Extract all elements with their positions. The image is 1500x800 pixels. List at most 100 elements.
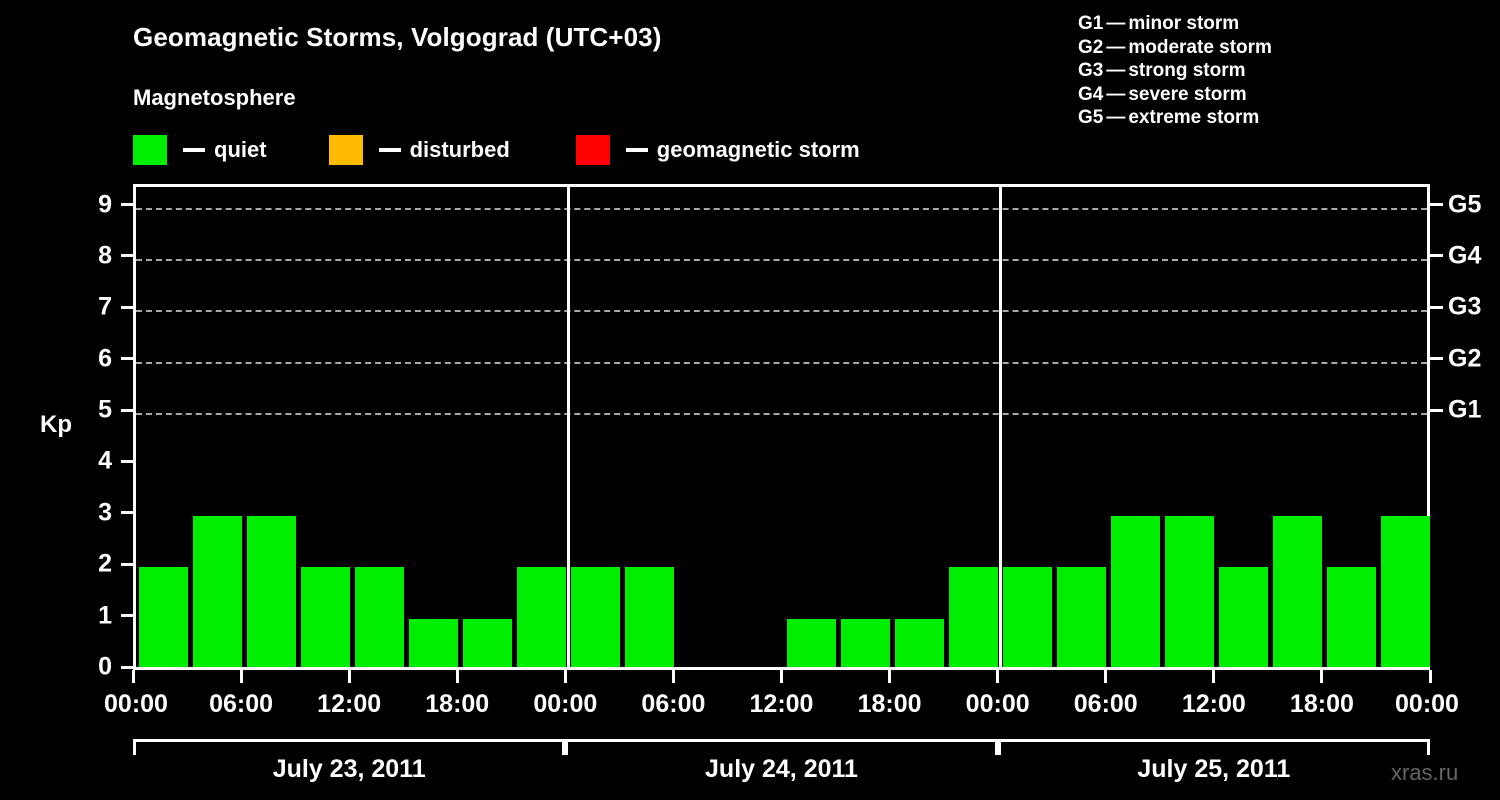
bar [1273,515,1323,670]
gscale-entry-g5: G5 — extreme storm [1078,106,1272,130]
x-axis-tick-10 [1212,670,1216,683]
x-axis-tick-label-11: 18:00 [1289,690,1354,718]
bar [192,515,242,670]
gscale-code: G3 [1078,60,1104,81]
bar [1057,567,1107,670]
legend-item-quiet: quiet [133,133,267,167]
page-title: Geomagnetic Storms, Volgograd (UTC+03) [133,22,662,52]
y-axis-tick-6 [121,357,133,361]
g-axis-tick-g5 [1430,203,1443,207]
plot-area [133,184,1431,670]
y-axis-tick-label-5: 5 [98,395,112,424]
bar [516,567,566,670]
bar [624,567,674,670]
bar [1111,515,1161,670]
day-separator [566,187,570,670]
day-label: July 25, 2011 [1137,755,1291,783]
y-axis-tick-label-7: 7 [98,292,112,321]
day-bracket [133,739,566,755]
y-axis-tick-label-4: 4 [98,446,112,475]
y-axis-tick-5 [121,408,133,412]
gscale-description: extreme storm [1128,107,1260,128]
y-axis-tick-2 [121,562,133,566]
legend-dash-icon [378,148,401,152]
x-axis-tick-label-8: 00:00 [965,690,1030,718]
color-legend: quiet disturbed geomagnetic storm [133,133,860,167]
g-axis-label-g1: G1 [1448,395,1482,424]
gscale-description: minor storm [1128,13,1240,34]
y-axis-tick-4 [121,459,133,463]
legend-label-geomagnetic-storm: geomagnetic storm [656,137,860,162]
x-axis-tick-label-4: 00:00 [533,690,598,718]
y-axis-tick-label-2: 2 [98,549,112,578]
g-axis-label-g3: G3 [1448,292,1482,321]
watermark: xras.ru [1391,760,1459,785]
gscale-separator: — [1106,107,1126,128]
gscale-separator: — [1106,83,1126,105]
day-label: July 24, 2011 [705,755,858,783]
y-axis-tick-label-1: 1 [98,601,112,630]
day-bracket [565,739,998,755]
g-axis-label-g4: G4 [1448,241,1482,270]
x-axis-tick-label-0: 00:00 [104,690,168,718]
gscale-entry-g2: G2 — moderate storm [1078,36,1272,60]
gscale-separator: — [1106,60,1126,81]
bar [949,567,999,670]
bar [300,567,350,670]
gscale-legend: G1 — minor storm G2 — moderate storm G3 — … [1078,12,1272,130]
gscale-code: G1 [1078,13,1104,34]
gscale-description: strong storm [1128,60,1246,81]
gscale-entry-g4: G4 — severe storm [1078,83,1272,107]
x-axis-tick-label-2: 12:00 [317,690,382,718]
legend-item-disturbed: disturbed [328,133,510,167]
bar [1327,567,1377,670]
gscale-description: severe storm [1128,83,1247,105]
x-axis-tick-label-1: 06:00 [209,690,274,718]
gscale-code: G4 [1078,83,1104,105]
g-axis-label-g5: G5 [1448,190,1482,219]
legend-swatch-disturbed [328,135,363,165]
x-axis-tick-label-7: 18:00 [857,690,922,718]
x-axis-tick-9 [1104,670,1108,683]
bar [570,567,620,670]
legend-dash-icon [183,148,205,152]
x-axis-tick-3 [455,670,459,683]
day-label: July 23, 2011 [272,755,426,783]
x-axis-tick-11 [1320,670,1324,683]
bar [354,567,404,670]
x-axis-tick-2 [347,670,351,683]
x-axis-tick-0 [131,670,135,683]
bar [1003,567,1053,670]
gridline-kp-9 [136,207,1427,210]
gscale-code: G2 [1078,36,1104,58]
legend-item-geomagnetic-storm: geomagnetic storm [575,133,860,167]
bar [895,618,945,670]
legend-swatch-quiet [133,135,167,165]
day-bracket [997,739,1430,755]
subsection-title: Magnetosphere [133,85,296,110]
bar [1219,567,1269,670]
legend-label-quiet: quiet [214,137,267,162]
y-axis-tick-3 [121,511,133,515]
g-axis-tick-g4 [1430,254,1443,258]
y-axis-tick-label-3: 3 [98,498,112,527]
legend-dash-icon [625,148,648,152]
y-axis-tick-9 [121,203,133,207]
g-axis-tick-g3 [1430,305,1443,309]
gridline-kp-6 [136,361,1427,364]
g-axis-tick-g1 [1430,408,1443,412]
gscale-code: G5 [1078,107,1104,128]
y-axis-tick-label-9: 9 [98,190,112,219]
y-axis-tick-7 [121,305,133,309]
y-axis-tick-8 [121,254,133,258]
bar [462,618,512,670]
g-axis-label-g2: G2 [1448,344,1482,373]
bar [1381,515,1431,670]
x-axis-tick-8 [996,670,1000,683]
x-axis-tick-label-3: 18:00 [425,690,490,718]
bar [841,618,891,670]
gridline-kp-7 [136,310,1427,313]
x-axis-tick-1 [239,670,243,683]
x-axis-tick-7 [888,670,892,683]
